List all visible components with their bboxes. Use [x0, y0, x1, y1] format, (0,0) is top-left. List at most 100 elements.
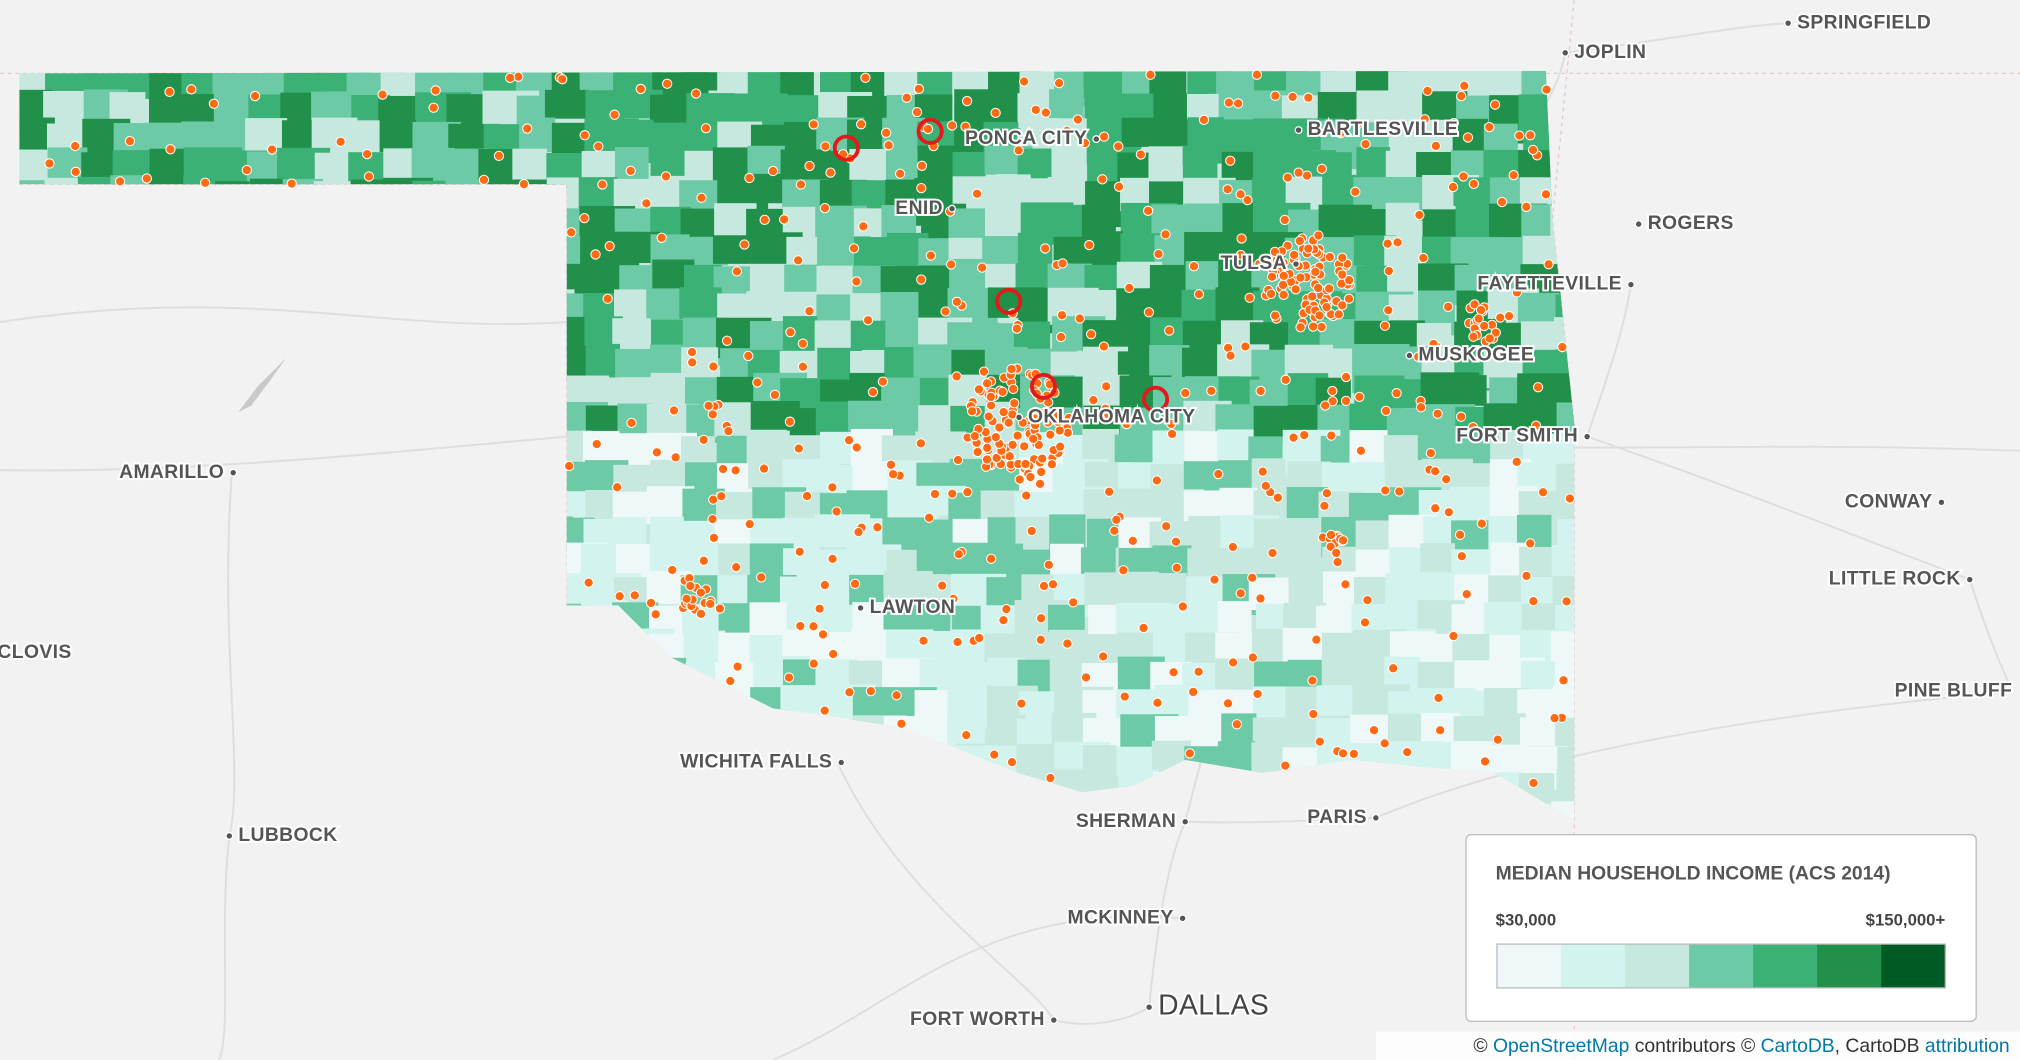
city-label: WICHITA FALLS	[680, 752, 832, 773]
point	[819, 579, 831, 591]
point	[1109, 525, 1120, 536]
point	[44, 158, 55, 169]
point	[1479, 756, 1491, 767]
point	[817, 629, 829, 640]
point	[1430, 503, 1441, 514]
point	[478, 174, 490, 186]
point	[1021, 490, 1032, 501]
city-dot	[1294, 126, 1303, 135]
point	[1098, 341, 1110, 352]
point	[1415, 402, 1427, 413]
point	[827, 482, 838, 493]
point	[1467, 421, 1479, 433]
point	[1270, 90, 1281, 101]
point	[1020, 458, 1031, 470]
point	[1025, 471, 1036, 483]
point	[1035, 613, 1047, 624]
point	[848, 243, 860, 254]
point	[1337, 748, 1349, 759]
point	[843, 435, 855, 446]
point	[335, 136, 346, 147]
point	[363, 171, 375, 182]
point	[1266, 271, 1278, 282]
point	[779, 214, 790, 225]
tract	[646, 288, 684, 321]
city-dot	[948, 204, 957, 213]
city-label: LITTLE ROCK	[1829, 569, 1961, 590]
point	[1443, 507, 1455, 518]
point	[827, 648, 839, 660]
city-dot	[1626, 280, 1635, 289]
city-label: ENID	[895, 198, 943, 219]
point	[430, 85, 441, 96]
point	[690, 88, 702, 99]
point	[651, 447, 663, 458]
point	[1383, 305, 1394, 316]
point	[1343, 293, 1355, 304]
point	[1456, 551, 1467, 562]
point	[141, 173, 152, 184]
point	[1231, 719, 1243, 730]
point	[1413, 351, 1424, 362]
point	[1316, 163, 1327, 174]
point	[1418, 252, 1429, 264]
point	[1247, 572, 1258, 583]
point	[922, 123, 934, 135]
point	[604, 241, 615, 252]
point	[946, 120, 958, 131]
point	[1326, 430, 1337, 441]
point	[286, 178, 297, 189]
point	[522, 123, 533, 134]
point	[794, 546, 805, 557]
point	[808, 621, 819, 632]
point	[1325, 529, 1337, 541]
point	[804, 306, 815, 317]
point	[881, 127, 892, 138]
point	[1383, 265, 1395, 277]
point	[504, 72, 516, 84]
point	[1227, 541, 1239, 553]
point	[1225, 350, 1236, 361]
point	[1209, 574, 1220, 585]
point	[1379, 320, 1391, 331]
point	[1456, 90, 1467, 102]
point	[1011, 323, 1023, 334]
attribution-link[interactable]: attribution	[1925, 1036, 2010, 1057]
point	[885, 459, 897, 470]
point	[1489, 99, 1501, 110]
point	[579, 212, 590, 224]
legend-max: $150,000+	[1866, 910, 1946, 929]
point	[1053, 77, 1065, 89]
point	[1054, 441, 1066, 452]
carto-link[interactable]: CartoDB	[1761, 1036, 1835, 1057]
point	[1458, 171, 1469, 182]
point	[1003, 417, 1014, 428]
point	[793, 443, 804, 454]
city-label: PINE BLUFF	[1895, 681, 2013, 702]
legend-bin	[1625, 944, 1690, 988]
point	[579, 130, 590, 141]
point	[849, 578, 861, 589]
point	[1360, 139, 1371, 150]
point	[1335, 128, 1346, 139]
point	[808, 658, 819, 669]
point	[1135, 149, 1147, 160]
tract	[848, 400, 885, 432]
point	[795, 620, 806, 632]
city-dot	[1292, 260, 1300, 269]
point	[1308, 708, 1319, 720]
point	[1447, 181, 1459, 193]
osm-link[interactable]: OpenStreetMap	[1493, 1036, 1629, 1057]
point	[825, 167, 836, 178]
point	[1177, 601, 1189, 612]
point	[1278, 257, 1289, 268]
point	[797, 338, 809, 349]
point	[1079, 137, 1091, 149]
point	[990, 431, 1001, 443]
point	[1252, 688, 1263, 700]
point	[1503, 311, 1515, 322]
point	[1170, 536, 1182, 547]
point	[670, 452, 681, 463]
point	[971, 188, 983, 199]
point	[985, 391, 996, 403]
